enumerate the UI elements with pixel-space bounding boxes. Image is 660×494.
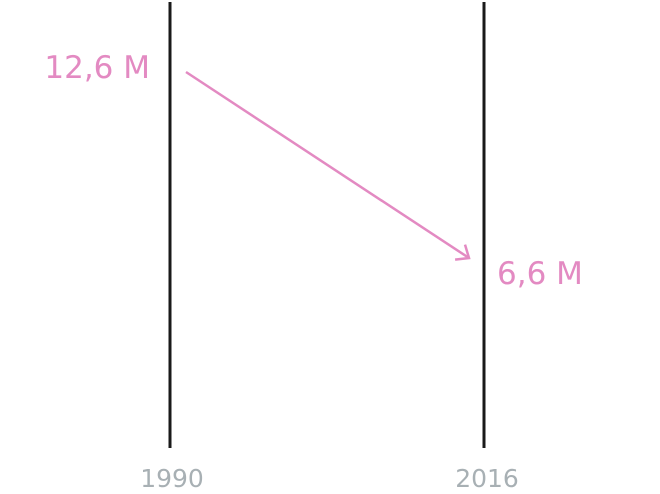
x-tick-label-2016: 2016 [455,464,519,493]
x-tick-label-1990: 1990 [140,464,204,493]
data-label-end: 6,6 M [497,256,583,292]
slope-arrow-line [185,70,470,260]
data-label-start: 12,6 M [44,50,150,86]
arrowhead-icon [454,244,471,261]
